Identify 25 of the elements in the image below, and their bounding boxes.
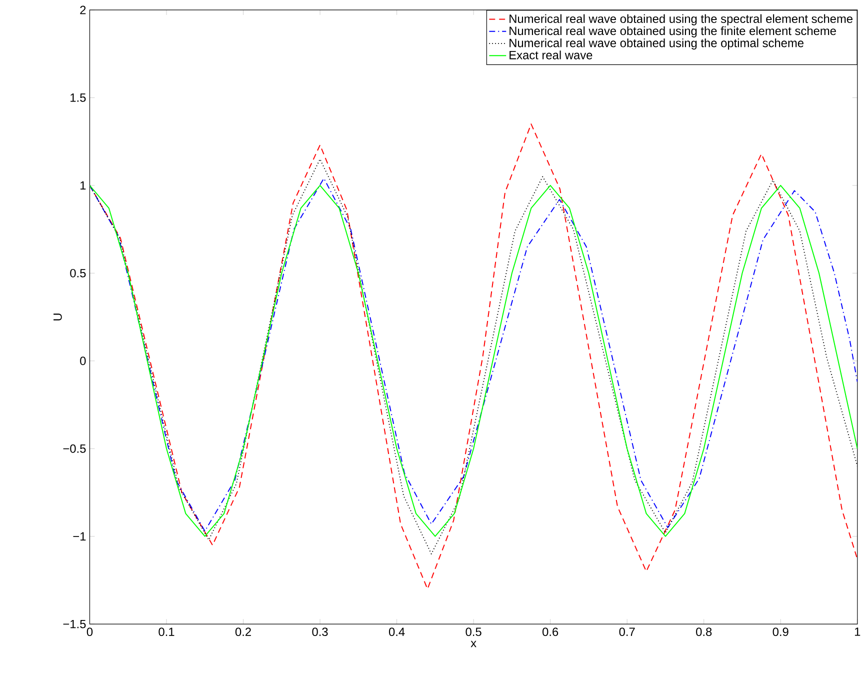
y-tick-label: −0.5	[63, 444, 86, 453]
y-tick-label: −1.5	[63, 620, 86, 628]
legend-label: Numerical real wave obtained using the optimal scheme	[510, 38, 804, 50]
x-tick-label: 0.9	[772, 628, 788, 636]
x-tick-label: 0.6	[542, 628, 558, 636]
y-tick-label: 2	[80, 6, 86, 14]
y-tick-label: 1	[80, 181, 86, 190]
x-tick-label: 1	[854, 628, 860, 636]
x-tick-label: 0.2	[235, 628, 251, 636]
x-tick-label: 0.3	[312, 628, 328, 636]
y-axis-title: U	[54, 314, 62, 320]
legend-label: Exact real wave	[510, 50, 592, 60]
x-tick-label: 0.5	[466, 628, 482, 636]
x-tick-label: 0.1	[158, 628, 174, 636]
y-tick-label: 0.5	[70, 268, 86, 278]
y-tick-label: 1.5	[70, 94, 86, 102]
y-tick-label: 0	[80, 356, 86, 366]
x-tick-label: 0.7	[619, 628, 635, 636]
legend-label: Numerical real wave obtained using the finite element scheme	[510, 26, 836, 38]
y-tick-label: −1	[73, 532, 86, 540]
legend-label: Numerical real wave obtained using the spectral element scheme	[510, 14, 853, 26]
x-tick-label: 0.8	[696, 628, 712, 636]
x-tick-label: 0.4	[388, 628, 405, 636]
x-axis-title: x	[470, 640, 476, 648]
x-tick-label: 0	[86, 628, 93, 636]
